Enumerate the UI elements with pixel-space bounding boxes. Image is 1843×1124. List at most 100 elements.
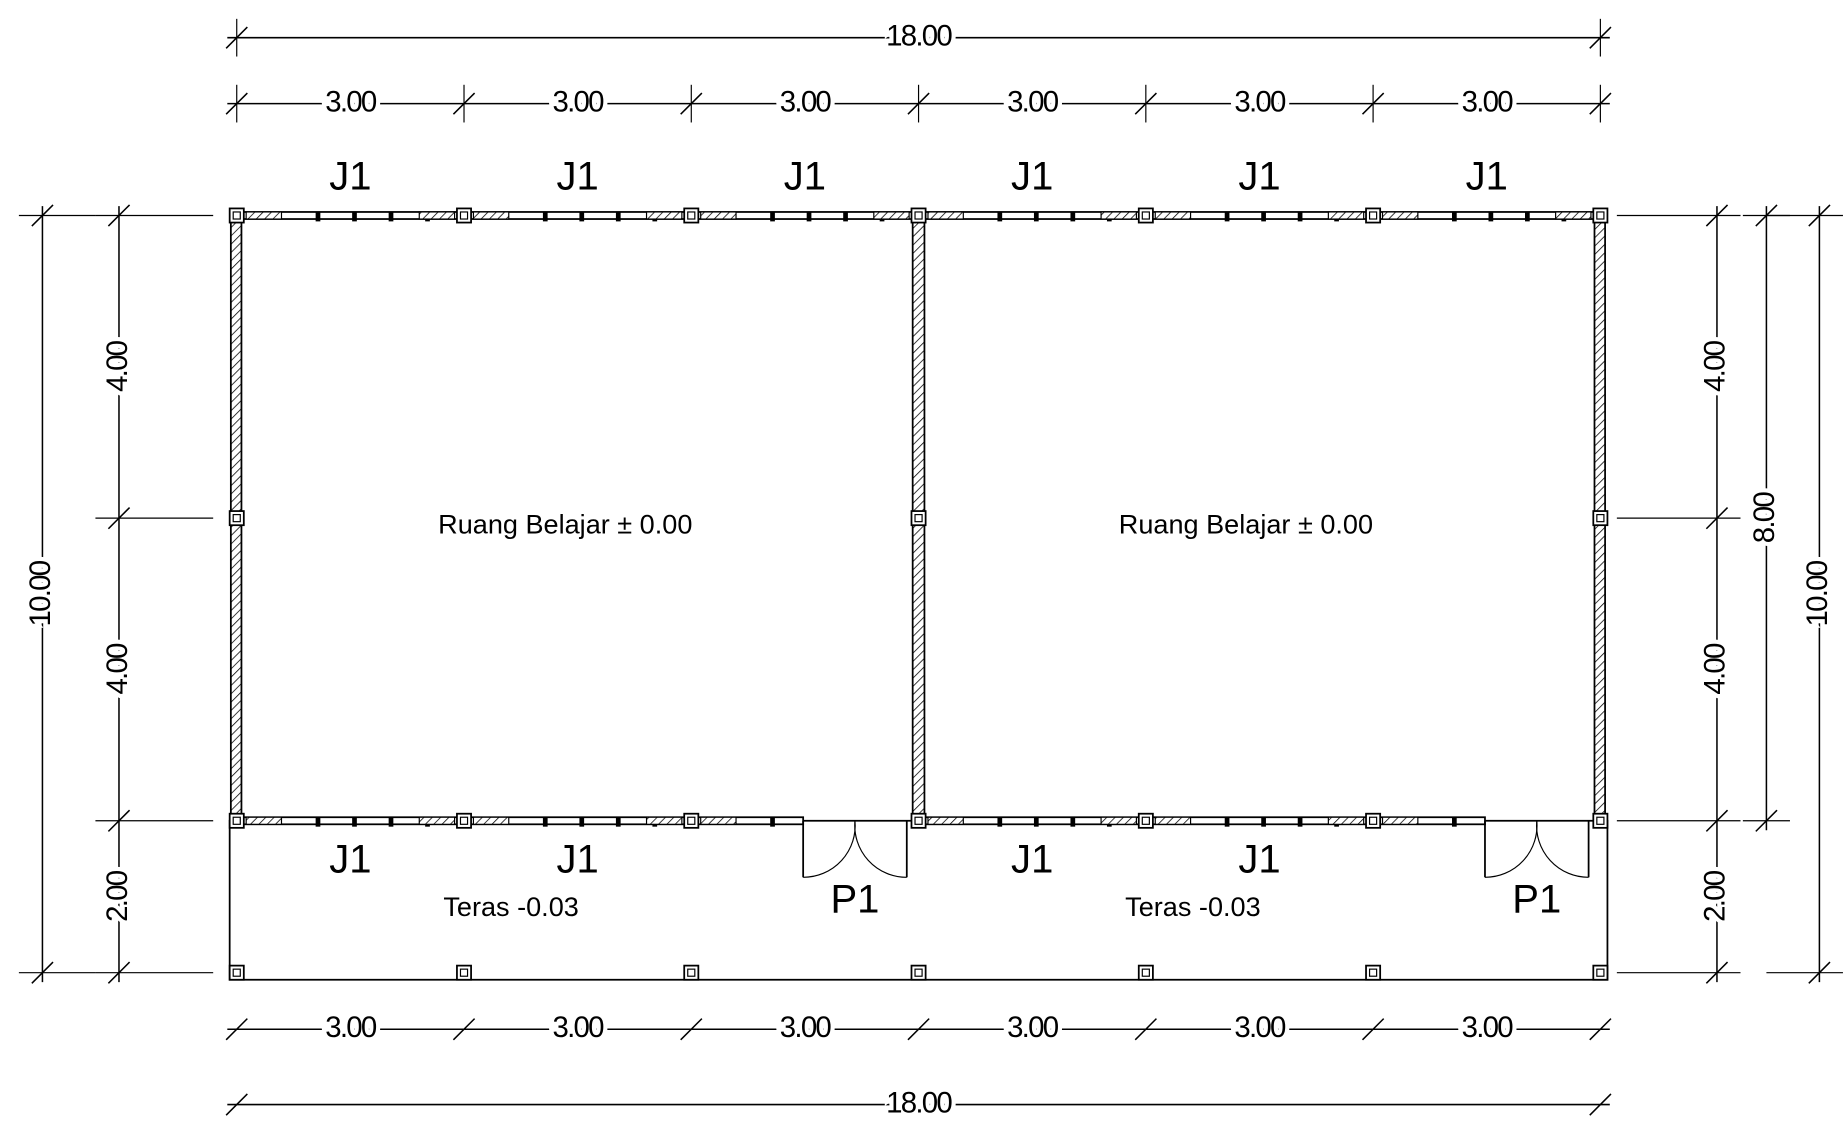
dim-tick: [107, 961, 131, 984]
dim-label: 4.00: [1699, 643, 1732, 695]
wall-pier: [1555, 211, 1592, 220]
wall-pier: [1327, 816, 1365, 825]
dim-tick: [1361, 92, 1385, 115]
column-core: [687, 211, 696, 220]
column-core: [459, 968, 469, 977]
mullion: [997, 211, 1003, 222]
dim-label: 10.00: [1801, 560, 1834, 626]
mullion: [843, 211, 848, 222]
dim-tick: [1134, 92, 1157, 115]
wall-pier: [1381, 211, 1419, 220]
dim-tick: [680, 92, 703, 115]
door-swing: [1535, 820, 1589, 878]
dim-tick: [31, 961, 54, 984]
dim-tick: [1705, 961, 1729, 984]
dim-tick: [452, 92, 476, 115]
wall-pier: [927, 816, 964, 825]
mullion: [1070, 211, 1076, 222]
column-core: [1368, 968, 1378, 977]
window-label: J1: [1011, 838, 1053, 882]
dim-tick: [1589, 26, 1612, 49]
mullion: [1451, 211, 1457, 222]
dim-label: 4.00: [101, 340, 134, 392]
wall-pier: [1154, 211, 1192, 220]
dim-label: 3.00: [1462, 1011, 1514, 1044]
dim-label: 3.00: [1234, 85, 1286, 118]
mullion: [388, 211, 394, 222]
dim-tick: [452, 1018, 476, 1041]
dim-label: 4.00: [1699, 340, 1732, 392]
wall-pier: [472, 211, 510, 220]
column-core: [1596, 816, 1605, 825]
dim-tick: [1361, 1018, 1385, 1041]
mullion: [352, 211, 357, 222]
wall-pier: [645, 211, 683, 220]
mullion: [770, 817, 775, 827]
dim-tick: [1705, 506, 1729, 530]
dim-tick: [1705, 204, 1729, 227]
window-label: J1: [557, 838, 599, 882]
dim-tick: [107, 506, 131, 530]
room-label: Ruang Belajar ± 0.00: [438, 509, 692, 540]
column-core: [914, 968, 923, 977]
wall-pier: [418, 816, 456, 825]
window-label: J1: [1011, 155, 1053, 199]
column-core: [1368, 211, 1378, 220]
column-core: [687, 816, 696, 825]
dim-label: 3.00: [1234, 1011, 1286, 1044]
dim-tick: [1808, 204, 1831, 227]
wall-pier: [418, 211, 456, 220]
column-core: [914, 211, 923, 220]
dim-label: 3.00: [1462, 85, 1514, 118]
door-label: P1: [1512, 878, 1561, 922]
wall-pier: [1381, 816, 1419, 825]
dim-label: 18.00: [886, 19, 952, 52]
column-core: [914, 514, 923, 523]
wall-pier: [245, 816, 283, 825]
dim-tick: [107, 809, 131, 832]
dim-label: 3.00: [1007, 85, 1059, 118]
window-label: J1: [329, 838, 371, 882]
dim-tick: [225, 1018, 248, 1041]
window-label: J1: [329, 155, 371, 199]
mullion: [1297, 817, 1303, 827]
door-label: P1: [830, 878, 879, 922]
mullion: [997, 817, 1003, 827]
dim-label: 3.00: [553, 1011, 605, 1044]
mullion: [1488, 211, 1494, 222]
dim-tick: [31, 204, 54, 227]
column-core: [232, 514, 241, 523]
dim-tick: [907, 92, 930, 115]
wall-pier: [700, 816, 737, 825]
column-core: [232, 968, 241, 977]
terrace-slab: [228, 819, 1609, 981]
mullion: [1224, 817, 1230, 827]
column-core: [1141, 211, 1150, 220]
dim-label: 3.00: [1007, 1011, 1059, 1044]
dim-tick: [1134, 1018, 1157, 1041]
room-label: Ruang Belajar ± 0.00: [1119, 509, 1373, 540]
mullion: [1261, 817, 1266, 827]
column-core: [232, 816, 241, 825]
mullion: [1033, 211, 1039, 222]
window-label: J1: [1466, 155, 1508, 199]
column-core: [1596, 968, 1605, 977]
dim-tick: [1755, 809, 1778, 832]
door-swing: [1484, 820, 1538, 878]
mullion: [579, 211, 585, 222]
column-core: [1141, 816, 1150, 825]
wall-pier: [645, 816, 683, 825]
column-core: [687, 968, 696, 977]
dim-label: 3.00: [553, 85, 605, 118]
window-label: J1: [1238, 838, 1280, 882]
column-core: [459, 816, 469, 825]
dim-tick: [225, 1093, 248, 1116]
dim-tick: [1589, 92, 1612, 115]
window-label: J1: [784, 155, 826, 199]
dim-tick: [907, 1018, 930, 1041]
mullion: [615, 817, 621, 827]
wall-pier: [1100, 211, 1137, 220]
dim-label: 18.00: [886, 1086, 952, 1119]
wall-pier: [1327, 211, 1365, 220]
dim-tick: [1705, 809, 1729, 832]
